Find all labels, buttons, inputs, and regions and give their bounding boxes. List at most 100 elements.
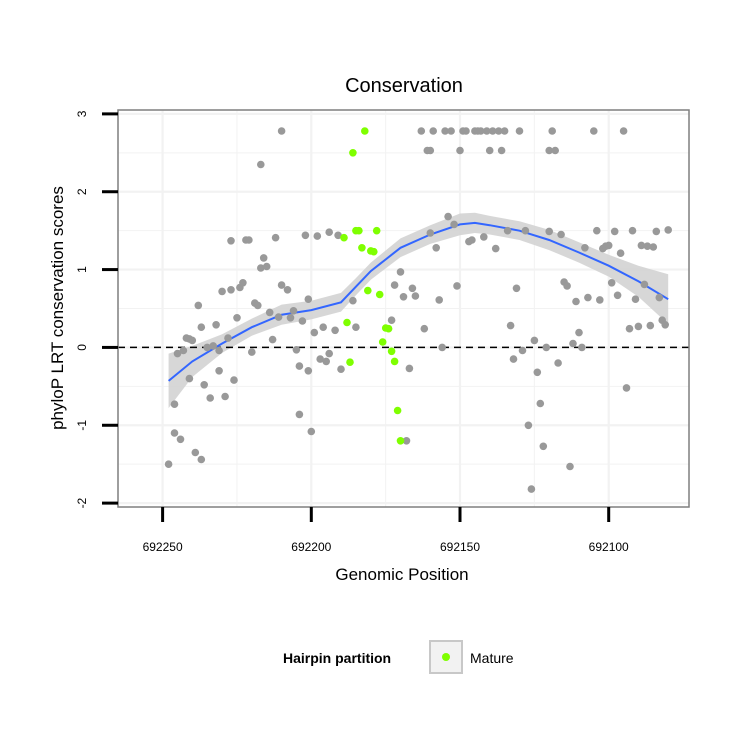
other-point <box>613 291 622 300</box>
other-point <box>170 400 179 409</box>
mature-point <box>361 127 369 135</box>
other-point <box>631 295 640 304</box>
legend-title: Hairpin partition <box>283 650 391 666</box>
other-point <box>527 485 536 493</box>
other-point <box>500 127 509 135</box>
mature-point <box>396 437 405 445</box>
other-point <box>563 282 571 290</box>
other-point <box>224 334 232 342</box>
other-point <box>545 227 553 236</box>
other-point <box>596 296 604 304</box>
other-point <box>575 328 583 337</box>
other-point <box>301 231 310 240</box>
x-tick-label: 692250 <box>143 540 183 554</box>
other-point <box>164 460 173 469</box>
other-point <box>497 146 506 155</box>
other-point <box>352 323 360 332</box>
other-point <box>426 146 435 155</box>
other-point <box>649 243 658 251</box>
chart-title: Conservation <box>345 75 463 97</box>
other-point <box>646 321 655 330</box>
other-point <box>518 346 527 355</box>
other-point <box>277 281 286 289</box>
other-point <box>304 295 313 304</box>
x-tick-label: 692200 <box>291 540 331 554</box>
other-point <box>390 281 399 289</box>
other-point <box>584 293 592 302</box>
other-point <box>248 348 256 356</box>
other-point <box>652 227 661 236</box>
other-point <box>304 367 313 375</box>
other-point <box>512 284 521 293</box>
other-point <box>402 437 411 445</box>
other-point <box>408 284 417 293</box>
other-point <box>349 296 357 305</box>
other-point <box>289 307 298 315</box>
other-point <box>604 241 613 250</box>
other-point <box>616 249 625 257</box>
smooth-fit-line <box>167 221 669 382</box>
other-point <box>488 127 497 135</box>
mature-point <box>390 357 399 366</box>
y-tick-label: -2 <box>75 497 89 508</box>
y-tick-label: 0 <box>75 344 89 351</box>
other-point <box>655 293 664 302</box>
other-point <box>253 301 262 310</box>
other-point <box>417 127 426 135</box>
y-axis: -2 -1 0 1 2 3 <box>75 110 118 508</box>
other-point <box>456 146 464 155</box>
other-point <box>262 262 271 271</box>
y-tick-label: 1 <box>75 266 89 273</box>
other-point <box>640 280 649 289</box>
other-point <box>337 365 345 374</box>
other-point <box>325 228 334 236</box>
mature-point <box>387 347 396 356</box>
other-point <box>203 343 211 352</box>
legend: Hairpin partition Mature <box>283 640 514 674</box>
other-point <box>447 127 455 135</box>
legend-label-mature: Mature <box>470 650 514 666</box>
other-point <box>426 229 435 237</box>
other-point <box>230 376 238 384</box>
other-point <box>503 226 512 235</box>
other-point <box>197 323 206 332</box>
mature-point <box>384 324 393 333</box>
other-point <box>215 367 223 375</box>
other-point <box>259 254 268 262</box>
other-point <box>480 233 488 241</box>
other-point <box>399 293 408 301</box>
other-point <box>551 146 559 155</box>
other-point <box>331 326 339 335</box>
other-point <box>295 362 304 370</box>
y-tick-label: -1 <box>75 420 89 431</box>
other-point <box>506 321 515 330</box>
other-point <box>432 244 441 252</box>
x-axis: 692250 692200 692150 692100 <box>143 507 629 554</box>
grid-lines <box>118 110 689 507</box>
other-point <box>227 237 235 245</box>
other-point <box>524 421 533 430</box>
other-point <box>435 296 444 304</box>
other-point <box>593 226 601 235</box>
mature-point <box>393 406 402 415</box>
smooth-line-group <box>167 221 669 382</box>
other-point <box>628 226 637 235</box>
mature-point <box>349 149 357 157</box>
y-tick-label: 2 <box>75 188 89 195</box>
other-point <box>257 264 265 272</box>
other-point <box>625 324 634 333</box>
other-point <box>307 427 316 436</box>
other-point <box>271 233 280 242</box>
other-point <box>548 127 556 135</box>
other-point <box>438 343 447 352</box>
other-point <box>197 455 206 464</box>
other-point <box>539 442 548 451</box>
other-point <box>313 232 322 240</box>
mature-point <box>367 247 375 255</box>
other-point <box>634 322 643 331</box>
other-point <box>227 286 235 294</box>
other-point <box>221 392 229 401</box>
other-point <box>319 323 328 332</box>
other-point <box>485 146 494 155</box>
